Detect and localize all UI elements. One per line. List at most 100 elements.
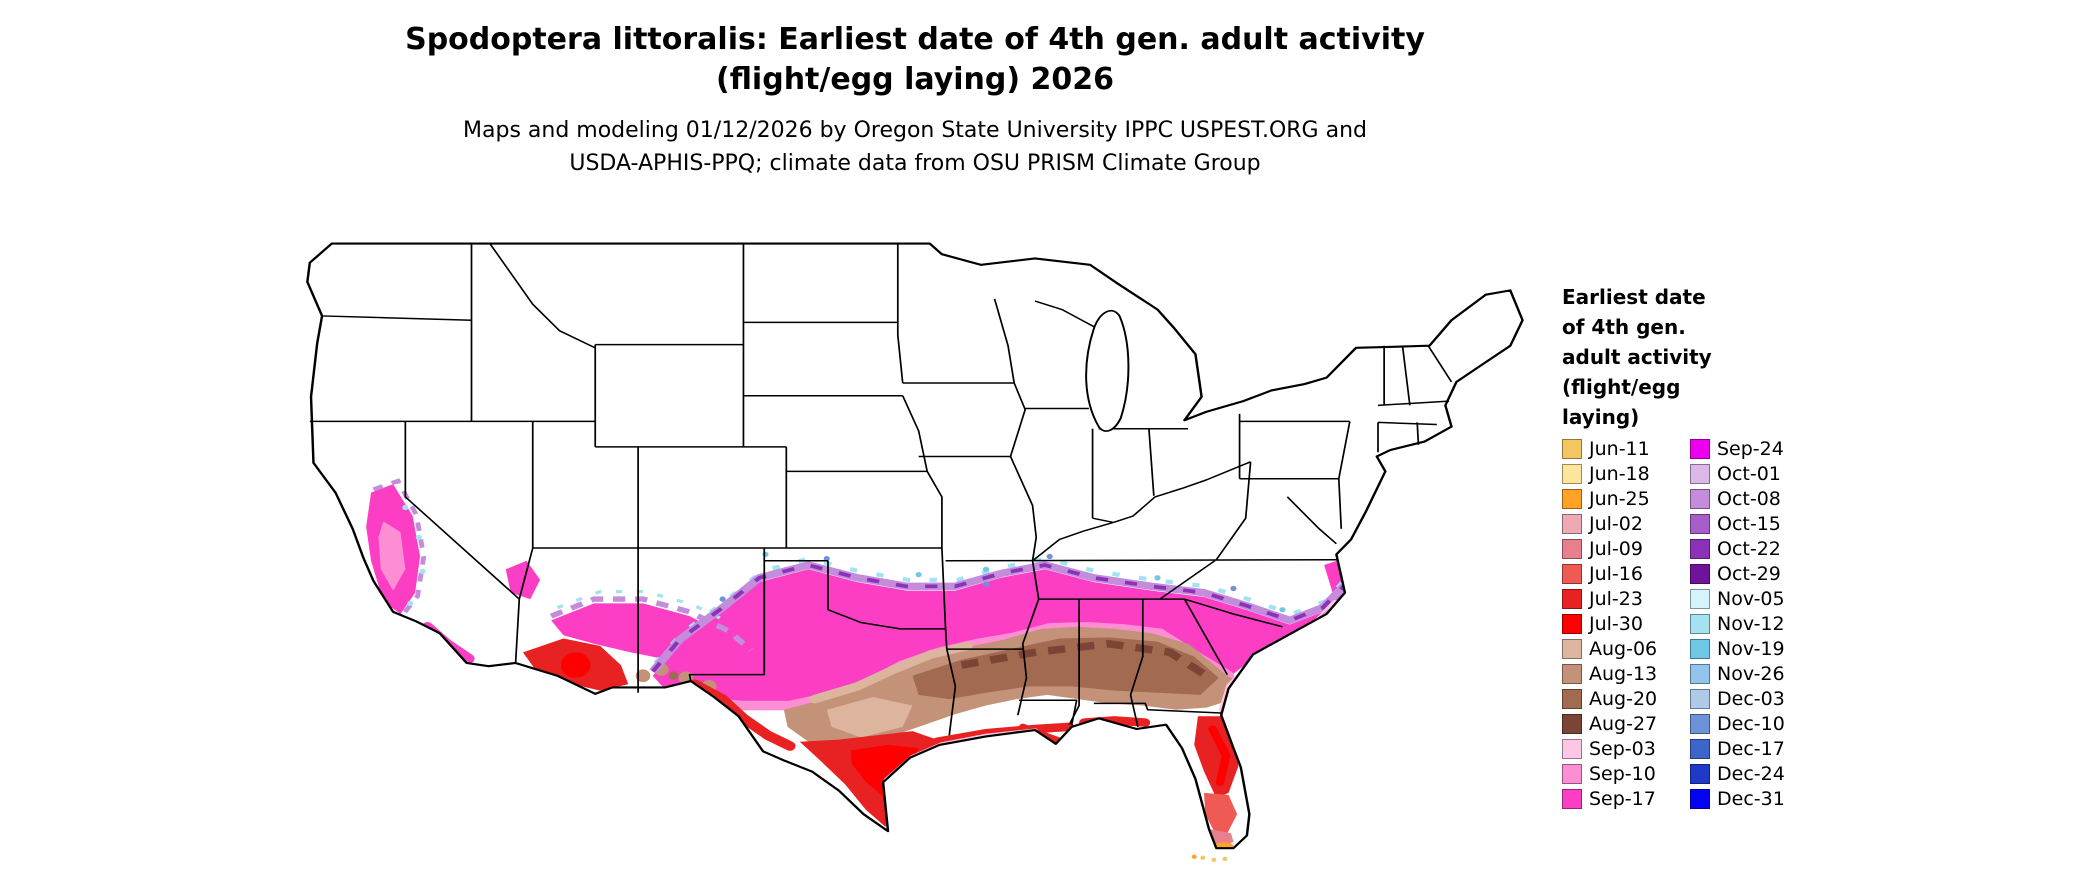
state-borders-east: [945, 345, 1453, 727]
legend-swatch: [1690, 563, 1710, 584]
legend-swatch: [1562, 488, 1582, 509]
legend-entry: Oct-08: [1690, 486, 1818, 511]
legend-entry: Sep-24: [1690, 436, 1818, 461]
legend-entry-label: Dec-03: [1717, 687, 1785, 710]
data-overlay: [366, 478, 1349, 849]
legend-swatch: [1690, 788, 1710, 809]
legend-entry-label: Nov-05: [1717, 587, 1785, 610]
legend-swatch: [1690, 763, 1710, 784]
legend-entry-label: Sep-03: [1589, 737, 1656, 760]
legend-entry: Aug-27: [1562, 711, 1690, 736]
legend-entry: Sep-17: [1562, 786, 1690, 811]
legend-title-line: of 4th gen.: [1562, 315, 1686, 339]
page-subtitle: Maps and modeling 01/12/2026 by Oregon S…: [0, 114, 1830, 180]
legend-entry-label: Oct-29: [1717, 562, 1781, 585]
specks-nov12-sierra: [402, 504, 426, 607]
legend-entry: Dec-17: [1690, 736, 1818, 761]
legend-swatch: [1562, 613, 1582, 634]
legend-entry-label: Dec-17: [1717, 737, 1785, 760]
legend-swatch: [1562, 538, 1582, 559]
us-map-svg: [306, 242, 1524, 863]
fringe-oct08-arizona: [549, 596, 753, 653]
legend-entry-label: Jul-09: [1589, 537, 1643, 560]
patch-sep10-central-valley: [378, 521, 406, 591]
legend-swatch: [1562, 788, 1582, 809]
legend-entry: Oct-15: [1690, 511, 1818, 536]
us-map: [300, 218, 1525, 878]
legend-entry-label: Jul-02: [1589, 512, 1643, 535]
legend-entry-label: Nov-12: [1717, 612, 1785, 635]
legend-swatch: [1562, 463, 1582, 484]
legend-swatch: [1690, 488, 1710, 509]
title-line-1: Spodoptera littoralis: Earliest date of …: [405, 22, 1425, 57]
legend-title: Earliest date of 4th gen. adult activity…: [1562, 282, 1822, 432]
legend-entry: Oct-29: [1690, 561, 1818, 586]
subtitle-line-1: Maps and modeling 01/12/2026 by Oregon S…: [463, 118, 1367, 143]
legend-swatch: [1562, 738, 1582, 759]
legend-swatch: [1690, 513, 1710, 534]
legend-entry: Aug-13: [1562, 661, 1690, 686]
legend-entry: Jun-25: [1562, 486, 1690, 511]
title-line-2: (flight/egg laying) 2026: [715, 62, 1115, 97]
legend-entry: Dec-24: [1690, 761, 1818, 786]
legend-swatch: [1562, 688, 1582, 709]
patch-jul16-florida: [1204, 792, 1238, 834]
page-title: Spodoptera littoralis: Earliest date of …: [0, 20, 1830, 100]
legend-entry: Aug-06: [1562, 636, 1690, 661]
streak-aug27: [960, 640, 1210, 679]
legend-entry: Sep-03: [1562, 736, 1690, 761]
legend-swatch: [1562, 588, 1582, 609]
legend-entry: Jul-02: [1562, 511, 1690, 536]
legend-swatch: [1562, 763, 1582, 784]
legend-swatch: [1690, 638, 1710, 659]
legend-entry-label: Aug-27: [1589, 712, 1658, 735]
legend-title-line: adult activity: [1562, 345, 1712, 369]
legend-column-1: Jun-11 Jun-18 Jun-25 Jul-02 Jul-09 Jul-16 Jul-…: [1562, 436, 1690, 811]
subtitle-line-2: USDA-APHIS-PPQ; climate data from OSU PR…: [569, 151, 1261, 176]
legend-entry: Jul-09: [1562, 536, 1690, 561]
edge-sep10-band-south: [674, 621, 1235, 711]
core-jul30-sw-arizona: [560, 652, 591, 678]
legend-swatch: [1562, 663, 1582, 684]
legend-swatch: [1690, 713, 1710, 734]
legend-title-line: (flight/egg: [1562, 375, 1681, 399]
legend-swatch: [1562, 513, 1582, 534]
legend-entry-label: Oct-01: [1717, 462, 1781, 485]
legend-entry-label: Jun-18: [1589, 462, 1650, 485]
legend-column-2: Sep-24 Oct-01 Oct-08 Oct-15 Oct-22 Oct-29 Nov-…: [1690, 436, 1818, 811]
legend-entry-label: Sep-24: [1717, 437, 1784, 460]
patch-aug06-central-texas: [826, 697, 913, 738]
legend-entry: Oct-01: [1690, 461, 1818, 486]
legend-swatch: [1690, 463, 1710, 484]
legend-entry-label: Aug-20: [1589, 687, 1658, 710]
legend-entry-label: Jun-25: [1589, 487, 1650, 510]
legend-entry-label: Jul-23: [1589, 587, 1643, 610]
legend-entry: Sep-10: [1562, 761, 1690, 786]
legend-entry-label: Jul-30: [1589, 612, 1643, 635]
legend-swatch: [1690, 688, 1710, 709]
legend-swatch: [1690, 588, 1710, 609]
legend-entry: Jun-11: [1562, 436, 1690, 461]
legend-entry-label: Dec-10: [1717, 712, 1785, 735]
legend-swatch: [1690, 538, 1710, 559]
edge-aug06-texas: [809, 641, 973, 704]
state-borders-central: [688, 298, 1251, 736]
legend-entry: Nov-19: [1690, 636, 1818, 661]
legend-entry-label: Nov-26: [1717, 662, 1785, 685]
legend-entry: Dec-03: [1690, 686, 1818, 711]
legend: Earliest date of 4th gen. adult activity…: [1562, 282, 1822, 811]
legend-entry-label: Nov-19: [1717, 637, 1785, 660]
legend-entry: Nov-05: [1690, 586, 1818, 611]
fringe-oct08-north: [649, 561, 1347, 674]
legend-entry-label: Aug-06: [1589, 637, 1658, 660]
stripe-jul30-florida: [1208, 725, 1231, 786]
legend-entry-label: Jun-11: [1589, 437, 1650, 460]
strip-jul23-rio-grande: [688, 679, 796, 751]
state-borders-west: [309, 243, 942, 693]
legend-entry-label: Dec-24: [1717, 762, 1785, 785]
patch-sep17-arizona-newmexico: [551, 603, 754, 676]
legend-entry: Dec-31: [1690, 786, 1818, 811]
florida-keys-specks: [1200, 855, 1228, 863]
legend-entry-label: Oct-08: [1717, 487, 1781, 510]
